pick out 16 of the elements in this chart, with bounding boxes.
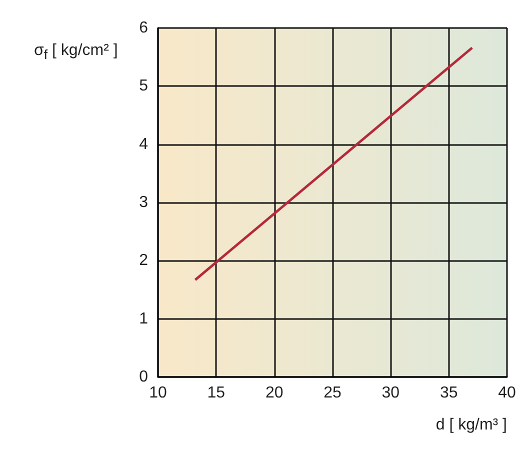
x-tick-label: 30 xyxy=(382,384,400,402)
x-axis-title: d [ kg/m³ ] xyxy=(436,416,507,434)
x-tick-label: 25 xyxy=(324,384,342,402)
x-tick-label: 40 xyxy=(498,384,516,402)
y-tick-label: 0 xyxy=(139,368,148,386)
y-tick-label: 6 xyxy=(139,20,148,36)
y-tick-label: 5 xyxy=(139,78,148,95)
y-axis-title: σ$_{f}$ [ kg/cm² ] xyxy=(34,42,118,62)
y-tick-label: 4 xyxy=(139,136,148,153)
x-tick-label: 20 xyxy=(265,384,284,402)
x-tick-label: 10 xyxy=(149,384,167,402)
y-tick-label: 2 xyxy=(139,252,148,270)
x-tick-label: 35 xyxy=(440,384,458,402)
y-tick-label: 1 xyxy=(139,310,148,328)
y-tick-label: 3 xyxy=(139,194,148,211)
x-tick-label: 15 xyxy=(207,384,226,402)
